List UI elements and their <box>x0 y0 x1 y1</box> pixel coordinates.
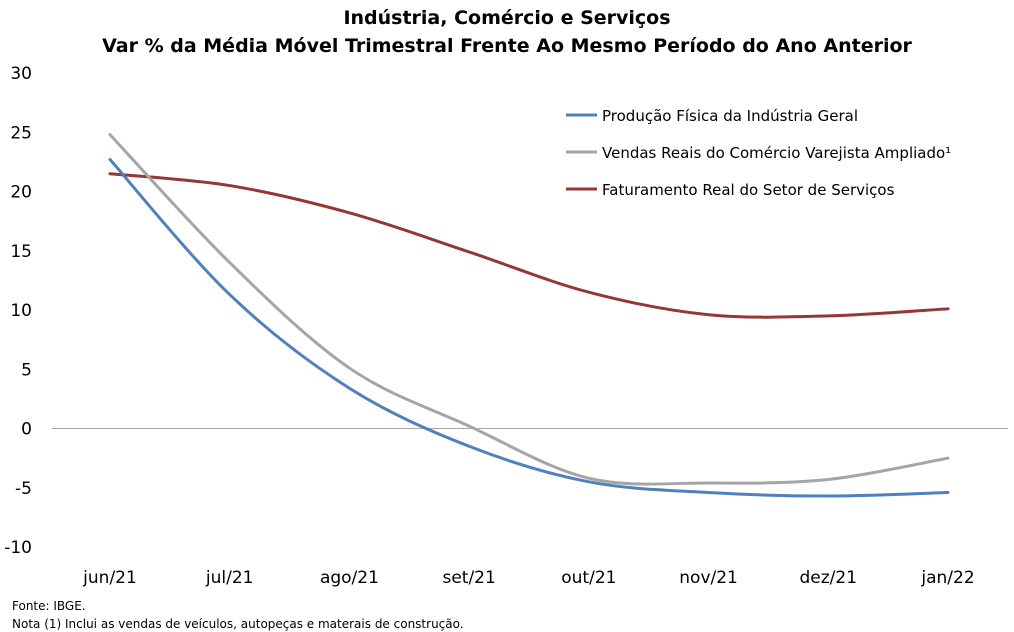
chart-title: Indústria, Comércio e Serviços <box>343 7 671 29</box>
legend-label: Faturamento Real do Setor de Serviços <box>602 181 895 199</box>
footnote: Nota (1) Inclui as vendas de veículos, a… <box>12 617 464 631</box>
y-tick-label: 20 <box>10 183 32 203</box>
y-axis: 30 25 20 15 10 5 0 -5 -10 <box>4 64 32 558</box>
series-line <box>108 158 950 498</box>
x-tick-label: set/21 <box>442 568 495 588</box>
x-tick-label: dez/21 <box>800 568 858 588</box>
y-tick-label: 10 <box>10 301 32 321</box>
x-tick-label: jan/22 <box>920 568 974 588</box>
x-tick-label: ago/21 <box>320 568 379 588</box>
legend-label: Produção Física da Indústria Geral <box>602 107 858 125</box>
series-line <box>108 133 950 486</box>
series-line <box>108 172 950 319</box>
y-tick-label: -10 <box>4 538 32 558</box>
x-tick-label: jun/21 <box>82 568 137 588</box>
legend-label: Vendas Reais do Comércio Varejista Ampli… <box>602 144 951 162</box>
chart-subtitle: Var % da Média Móvel Trimestral Frente A… <box>102 35 912 57</box>
x-tick-label: nov/21 <box>679 568 738 588</box>
y-tick-label: 15 <box>10 242 32 262</box>
y-tick-label: 30 <box>10 64 32 84</box>
series-lines <box>108 133 950 498</box>
y-tick-label: 25 <box>10 123 32 143</box>
legend: Produção Física da Indústria Geral Vendas… <box>566 107 951 199</box>
source-note: Fonte: IBGE. <box>12 599 86 613</box>
y-tick-label: 5 <box>21 360 32 380</box>
y-tick-label: -5 <box>15 479 32 499</box>
y-tick-label: 0 <box>21 420 32 440</box>
x-tick-label: out/21 <box>561 568 616 588</box>
x-tick-label: jul/21 <box>205 568 254 588</box>
x-axis: jun/21 jul/21 ago/21 set/21 out/21 nov/21 dez/… <box>82 568 974 588</box>
